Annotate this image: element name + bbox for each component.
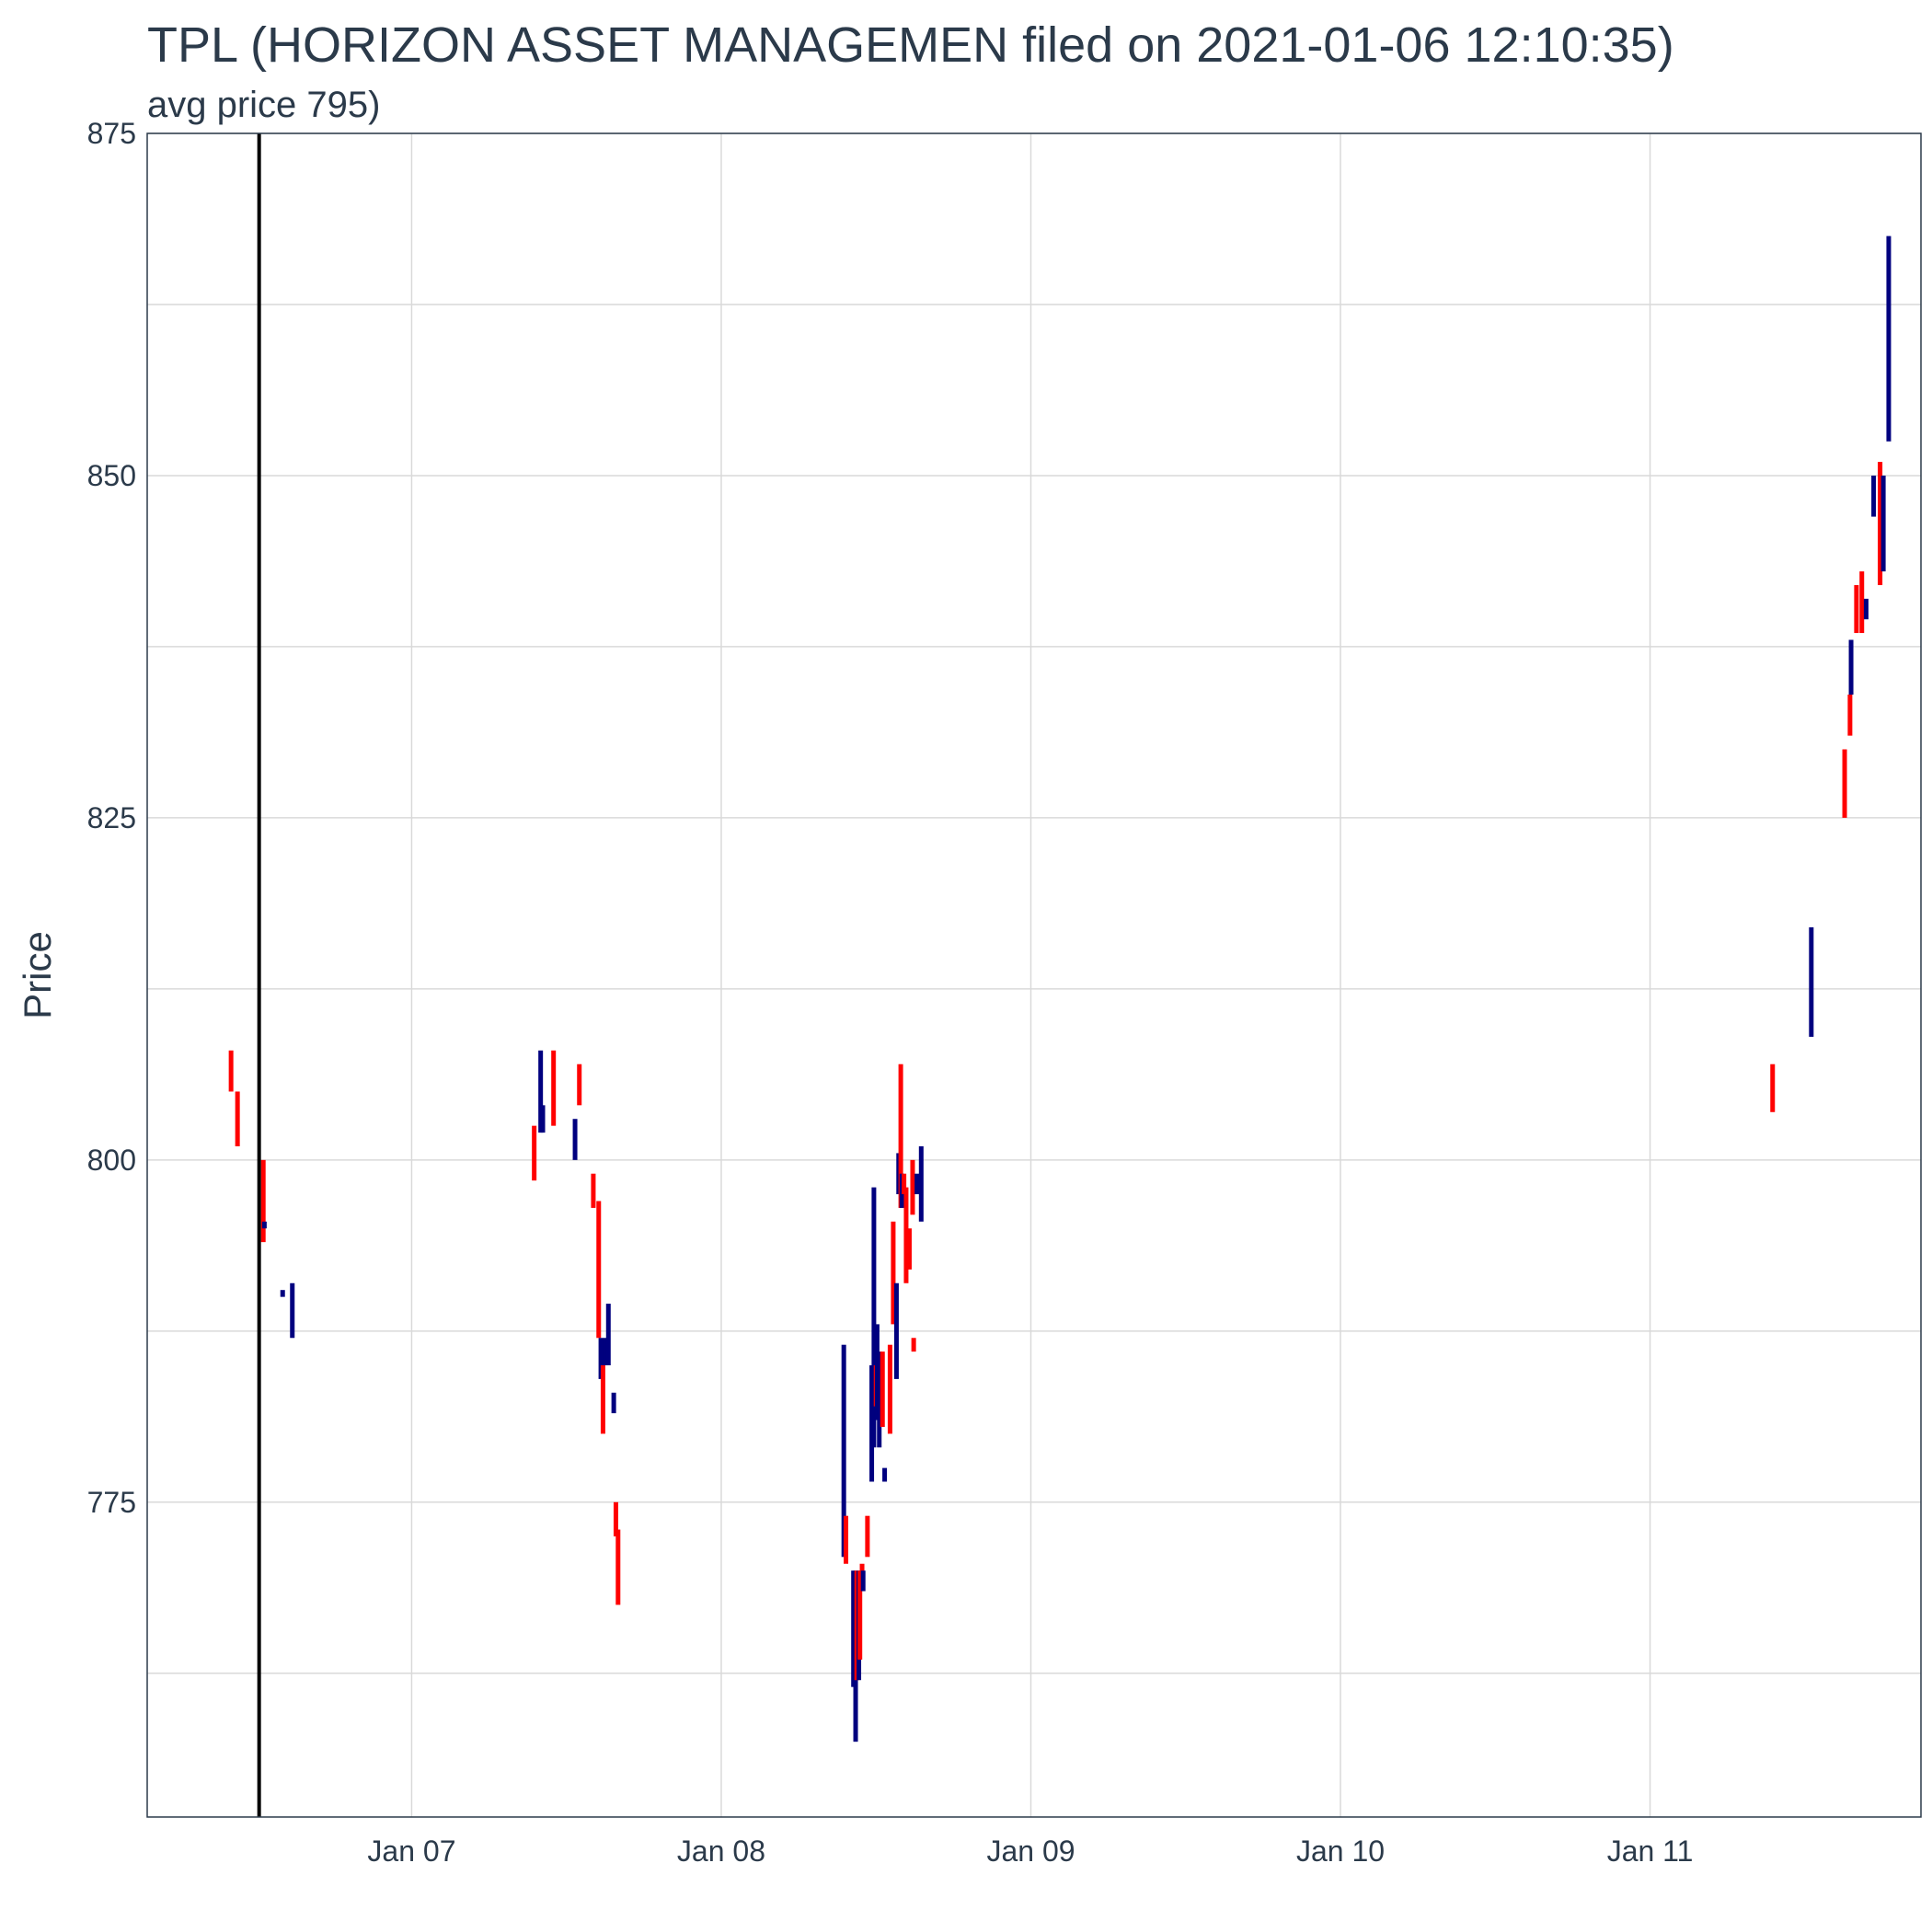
chart-subtitle: avg price 795) bbox=[147, 85, 381, 125]
candle-bar bbox=[893, 1282, 899, 1379]
y-tick-label: 775 bbox=[87, 1486, 136, 1519]
candle-bar bbox=[600, 1365, 605, 1434]
plot-frame bbox=[146, 132, 1922, 1818]
candle-bar bbox=[1863, 598, 1869, 620]
candle-bar bbox=[1848, 639, 1854, 695]
candle-bar bbox=[611, 1392, 616, 1414]
candle-bar bbox=[903, 1187, 909, 1283]
x-tick-label: Jan 09 bbox=[986, 1834, 1075, 1868]
candle-bar bbox=[844, 1515, 849, 1564]
candle-bar bbox=[228, 1050, 234, 1092]
candle-bar bbox=[910, 1159, 915, 1215]
candle-bar bbox=[605, 1304, 611, 1366]
candle-bar bbox=[1854, 584, 1859, 634]
candle-bar bbox=[871, 1187, 877, 1448]
candle-bar bbox=[877, 1351, 882, 1448]
candle-bars bbox=[228, 236, 1892, 1742]
candle-bar bbox=[1878, 462, 1883, 585]
candle-bar bbox=[1809, 926, 1814, 1037]
y-tick-label: 850 bbox=[87, 459, 136, 492]
candle-bar bbox=[538, 1050, 544, 1133]
candle-bar bbox=[887, 1344, 892, 1434]
candle-bar bbox=[841, 1344, 846, 1558]
candle-bar bbox=[613, 1501, 618, 1536]
candle-bar bbox=[596, 1201, 602, 1339]
candle-bar bbox=[1871, 475, 1877, 517]
candle-bar bbox=[880, 1351, 885, 1427]
candle-bar bbox=[603, 1338, 608, 1366]
candle-bar bbox=[615, 1529, 621, 1605]
x-tick-label: Jan 11 bbox=[1607, 1834, 1694, 1868]
candle-bar bbox=[532, 1125, 537, 1181]
candle-bar bbox=[577, 1064, 582, 1106]
candle-bar bbox=[902, 1173, 907, 1195]
candle-bar bbox=[280, 1290, 285, 1297]
candle-bar bbox=[906, 1228, 912, 1270]
candle-bar bbox=[857, 1570, 863, 1660]
candle-bar bbox=[1859, 571, 1865, 634]
candle-bar bbox=[918, 1145, 924, 1222]
y-axis-title: Price bbox=[16, 931, 59, 1019]
candle-bar bbox=[235, 1091, 240, 1146]
x-tick-label: Jan 08 bbox=[677, 1834, 765, 1868]
candle-bar bbox=[1842, 749, 1847, 818]
x-tick-label: Jan 10 bbox=[1296, 1834, 1385, 1868]
candle-bar bbox=[882, 1467, 888, 1482]
y-axis-ticks: 775 800 825 850 875 bbox=[87, 117, 136, 1519]
candle-bar bbox=[911, 1338, 916, 1352]
candle-bar bbox=[1847, 695, 1853, 736]
candle-bar bbox=[598, 1338, 604, 1379]
candle-bar bbox=[260, 1159, 266, 1243]
x-axis-ticks: Jan 07 Jan 08 Jan 09 Jan 10 Jan 11 bbox=[367, 1834, 1693, 1868]
x-tick-label: Jan 07 bbox=[367, 1834, 455, 1868]
y-tick-label: 875 bbox=[87, 117, 136, 150]
candle-bar bbox=[914, 1173, 920, 1195]
candle-bar bbox=[891, 1221, 896, 1325]
candle-bar bbox=[591, 1173, 596, 1208]
candle-bar bbox=[860, 1570, 866, 1592]
chart-title: TPL (HORIZON ASSET MANAGEMEN filed on 20… bbox=[147, 17, 1674, 73]
candle-bar bbox=[1770, 1064, 1776, 1112]
candle-bar bbox=[572, 1119, 578, 1160]
candle-bar bbox=[1880, 475, 1886, 572]
y-tick-label: 800 bbox=[87, 1144, 136, 1177]
candle-bar bbox=[865, 1515, 870, 1558]
candle-bar bbox=[290, 1282, 295, 1339]
candle-bar bbox=[898, 1064, 903, 1208]
candle-bar bbox=[261, 1221, 267, 1229]
candle-bar bbox=[540, 1105, 546, 1133]
candle-bar bbox=[1886, 236, 1892, 442]
grid-lines bbox=[147, 132, 1921, 1817]
y-tick-label: 825 bbox=[87, 801, 136, 834]
candle-bar bbox=[551, 1050, 557, 1126]
